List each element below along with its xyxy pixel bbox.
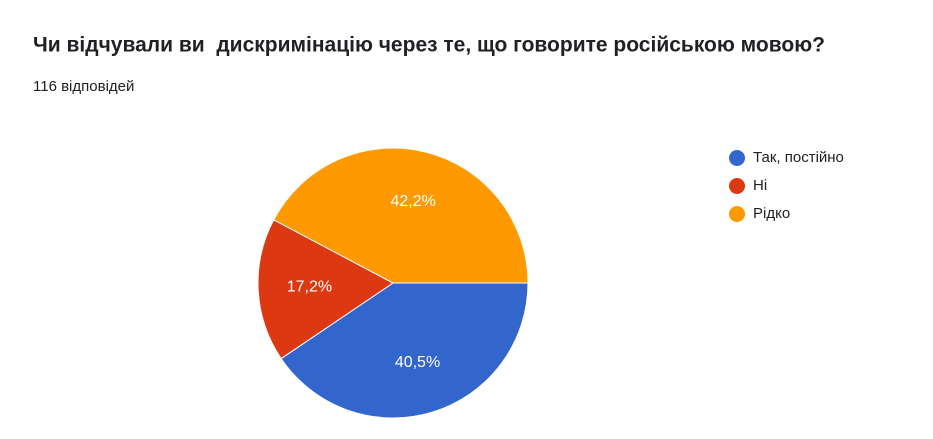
legend-label: Рідко	[753, 205, 790, 222]
pie-slice	[273, 147, 529, 284]
legend-label: Так, постійно	[753, 149, 844, 166]
data-label: 42,2%	[391, 193, 436, 210]
chart-title: Чи відчували ви дискримінацію через те, …	[33, 34, 825, 57]
legend-marker	[729, 206, 745, 222]
legend-marker	[729, 150, 745, 166]
pie-slice	[257, 219, 394, 360]
data-label: 17,2%	[287, 279, 332, 296]
legend-label: Ні	[753, 177, 767, 194]
chart-subtitle: 116 відповідей	[33, 78, 134, 95]
legend-marker	[729, 178, 745, 194]
pie-slice	[280, 282, 529, 419]
data-label: 40,5%	[395, 354, 440, 371]
